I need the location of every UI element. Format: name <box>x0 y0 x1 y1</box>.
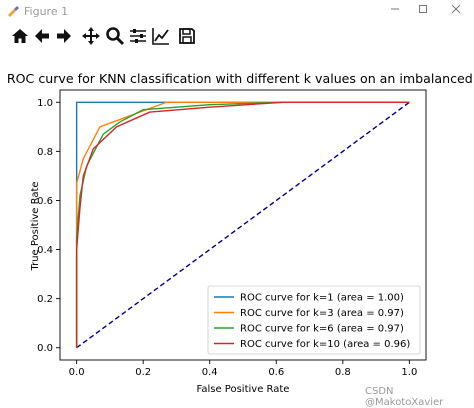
save-icon <box>179 28 195 44</box>
home-button[interactable] <box>10 26 30 46</box>
y-tick-label: 0.6 <box>37 196 53 207</box>
reference-diagonal-line <box>76 101 410 349</box>
edit-axis-icon <box>152 28 169 45</box>
legend-entry-4: ROC curve for k=10 (area = 0.96) <box>240 339 410 350</box>
y-tick-label: 0.8 <box>37 147 53 158</box>
close-button[interactable] <box>445 2 467 20</box>
legend-box <box>207 285 421 355</box>
zoom-button[interactable] <box>105 26 125 46</box>
legend-entry-2: ROC curve for k=3 (area = 0.97) <box>240 308 404 319</box>
back-button[interactable] <box>32 26 52 46</box>
close-icon <box>451 4 461 14</box>
subplots-config-button[interactable] <box>128 26 148 46</box>
window-titlebar: Figure 1 <box>0 0 474 24</box>
pan-button[interactable] <box>81 26 101 46</box>
subplots-config-icon <box>130 29 146 43</box>
figure-canvas[interactable]: ROC curve for KNN classification with di… <box>0 48 474 402</box>
series-line-2 <box>75 101 410 348</box>
legend-entry-3: ROC curve for k=6 (area = 0.97) <box>240 324 404 335</box>
window-title: Figure 1 <box>24 5 69 18</box>
roc-chart: ROC curve for KNN classification with di… <box>7 71 474 395</box>
y-tick-label: 0.2 <box>37 294 53 305</box>
forward-button[interactable] <box>54 26 74 46</box>
zoom-icon <box>106 27 125 46</box>
series-line-4 <box>75 101 410 348</box>
x-tick-label: 0.2 <box>135 367 151 378</box>
maximize-icon <box>419 5 427 13</box>
x-tick-label: 0.4 <box>202 367 218 378</box>
x-tick-label: 1.0 <box>401 367 417 378</box>
axes-frame <box>59 89 427 361</box>
y-tick-label: 1.0 <box>37 98 53 109</box>
y-tick-label: 0.0 <box>37 343 53 354</box>
x-axis-label: False Positive Rate <box>197 384 290 395</box>
minimize-button[interactable] <box>384 2 406 20</box>
home-icon <box>12 29 28 43</box>
y-axis-label: True Positive Rate <box>30 181 41 271</box>
plot-area: 0.0 0.2 0.4 0.6 0.8 1.0 0.0 0.2 0.4 0.6 0.8 1.0 ROC … <box>37 89 427 378</box>
legend-entry-1: ROC curve for k=1 (area = 1.00) <box>240 293 404 304</box>
edit-axis-button[interactable] <box>151 26 171 46</box>
chart-title: ROC curve for KNN classification with di… <box>7 71 474 86</box>
back-arrow-icon <box>35 29 49 43</box>
figure-app-icon <box>8 6 19 17</box>
y-tick-label: 0.4 <box>37 245 53 256</box>
forward-arrow-icon <box>57 29 71 43</box>
save-button[interactable] <box>177 26 197 46</box>
series-line-3 <box>75 101 410 348</box>
x-tick-label: 0.8 <box>335 367 351 378</box>
x-tick-label: 0.6 <box>268 367 284 378</box>
maximize-button[interactable] <box>412 2 434 20</box>
pan-icon <box>82 27 100 45</box>
x-tick-label: 0.0 <box>69 367 85 378</box>
watermark-text: CSDN @MakotoXavier <box>365 386 444 408</box>
navigation-toolbar <box>0 24 474 48</box>
minimize-icon <box>391 8 399 10</box>
